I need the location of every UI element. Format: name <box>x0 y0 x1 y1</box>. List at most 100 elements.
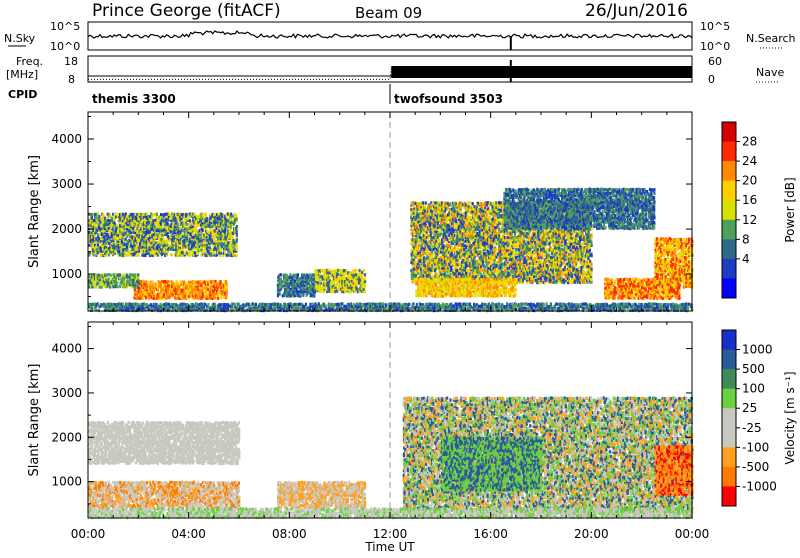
freq-tick-top: 18 <box>64 55 78 68</box>
power-cell <box>205 213 207 216</box>
power-cell <box>473 205 475 208</box>
power-cell <box>192 233 194 236</box>
power-cell <box>452 222 454 225</box>
freq-trace <box>88 60 692 82</box>
power-cell <box>101 286 103 289</box>
nsky-tick-bottom-left: 10^0 <box>50 40 80 53</box>
freq-unit-label: [MHz] <box>6 68 38 81</box>
power-cell <box>235 215 237 218</box>
power-cell <box>98 215 100 218</box>
power-cell <box>280 273 282 276</box>
power-cell <box>425 201 427 204</box>
nave-label: Nave <box>756 66 784 79</box>
power-cell <box>154 226 156 229</box>
power-cell <box>148 281 150 284</box>
power-cell <box>119 243 121 246</box>
nave-dense-block <box>391 66 692 78</box>
date-title: 26/Jun/2016 <box>585 1 688 21</box>
power-cell <box>297 273 299 276</box>
power-cell <box>416 247 418 250</box>
power-cell <box>108 253 110 256</box>
power-cell <box>236 254 238 257</box>
power-cell <box>202 229 204 232</box>
power-cell <box>424 259 426 262</box>
nsky-panel <box>88 22 692 50</box>
cpid-segment-label: twofsound 3503 <box>394 92 503 106</box>
power-cell <box>468 216 470 219</box>
power-cell <box>98 285 100 288</box>
power-cell <box>230 231 232 234</box>
power-cell <box>160 213 162 216</box>
power-cell <box>221 213 223 216</box>
power-cell <box>137 286 139 289</box>
power-cell <box>472 202 474 205</box>
power-cell <box>472 228 474 231</box>
freq-label: Freq. <box>16 55 43 68</box>
power-cell <box>469 201 471 204</box>
power-cell <box>134 273 136 276</box>
power-cell <box>206 217 208 220</box>
power-cell <box>115 212 117 215</box>
nave-tick-top: 60 <box>708 55 722 68</box>
power-cell <box>125 238 127 241</box>
power-cell <box>169 294 171 297</box>
power-cell <box>363 269 365 272</box>
freq-tick-bottom: 8 <box>68 73 75 86</box>
beam-title: Beam 09 <box>355 4 422 22</box>
power-cell <box>287 293 289 296</box>
power-cell <box>119 273 121 276</box>
power-cell <box>146 236 148 239</box>
cpid-label: CPID <box>8 88 37 101</box>
power-cell <box>171 253 173 256</box>
nsearch-label: N.Search <box>746 32 796 45</box>
power-cell <box>97 233 99 236</box>
power-cell <box>323 286 325 289</box>
power-cell <box>91 217 93 220</box>
power-cell <box>364 290 366 293</box>
power-cell <box>442 244 444 247</box>
power-cell <box>104 217 106 220</box>
power-cell <box>160 221 162 224</box>
nave-tick-bottom: 0 <box>708 73 715 86</box>
power-cell <box>139 247 141 250</box>
power-cell <box>355 269 357 272</box>
power-cell <box>218 289 220 292</box>
power-cell <box>452 230 454 233</box>
power-cell <box>364 277 366 280</box>
power-cell <box>186 237 188 240</box>
power-cell <box>113 221 115 224</box>
power-cell <box>453 214 455 217</box>
power-cell <box>475 218 477 221</box>
power-cell <box>451 246 453 249</box>
power-cell <box>213 251 215 254</box>
power-cell <box>475 275 477 278</box>
power-cell <box>117 285 119 288</box>
nsky-tick-top-right: 10^5 <box>700 20 730 33</box>
power-cell <box>156 213 158 216</box>
power-cell <box>116 282 118 285</box>
power-cell <box>364 273 366 276</box>
power-cell <box>431 264 433 267</box>
power-cell <box>122 273 124 276</box>
power-cell <box>161 234 163 237</box>
power-cell <box>467 258 469 261</box>
power-cell <box>116 224 118 227</box>
power-cell <box>225 280 227 283</box>
power-cell <box>192 250 194 253</box>
power-cell <box>446 218 448 221</box>
power-cell <box>141 250 143 253</box>
power-cell <box>313 295 315 298</box>
power-cell <box>189 219 191 222</box>
power-cell <box>437 236 439 239</box>
power-cell <box>418 244 420 247</box>
power-cell <box>93 253 95 256</box>
power-cell <box>466 201 468 204</box>
power-cell <box>151 281 153 284</box>
power-cell <box>422 201 424 204</box>
power-cell <box>137 273 139 276</box>
power-cell <box>161 225 163 228</box>
nsky-label: N.Sky <box>4 32 36 45</box>
